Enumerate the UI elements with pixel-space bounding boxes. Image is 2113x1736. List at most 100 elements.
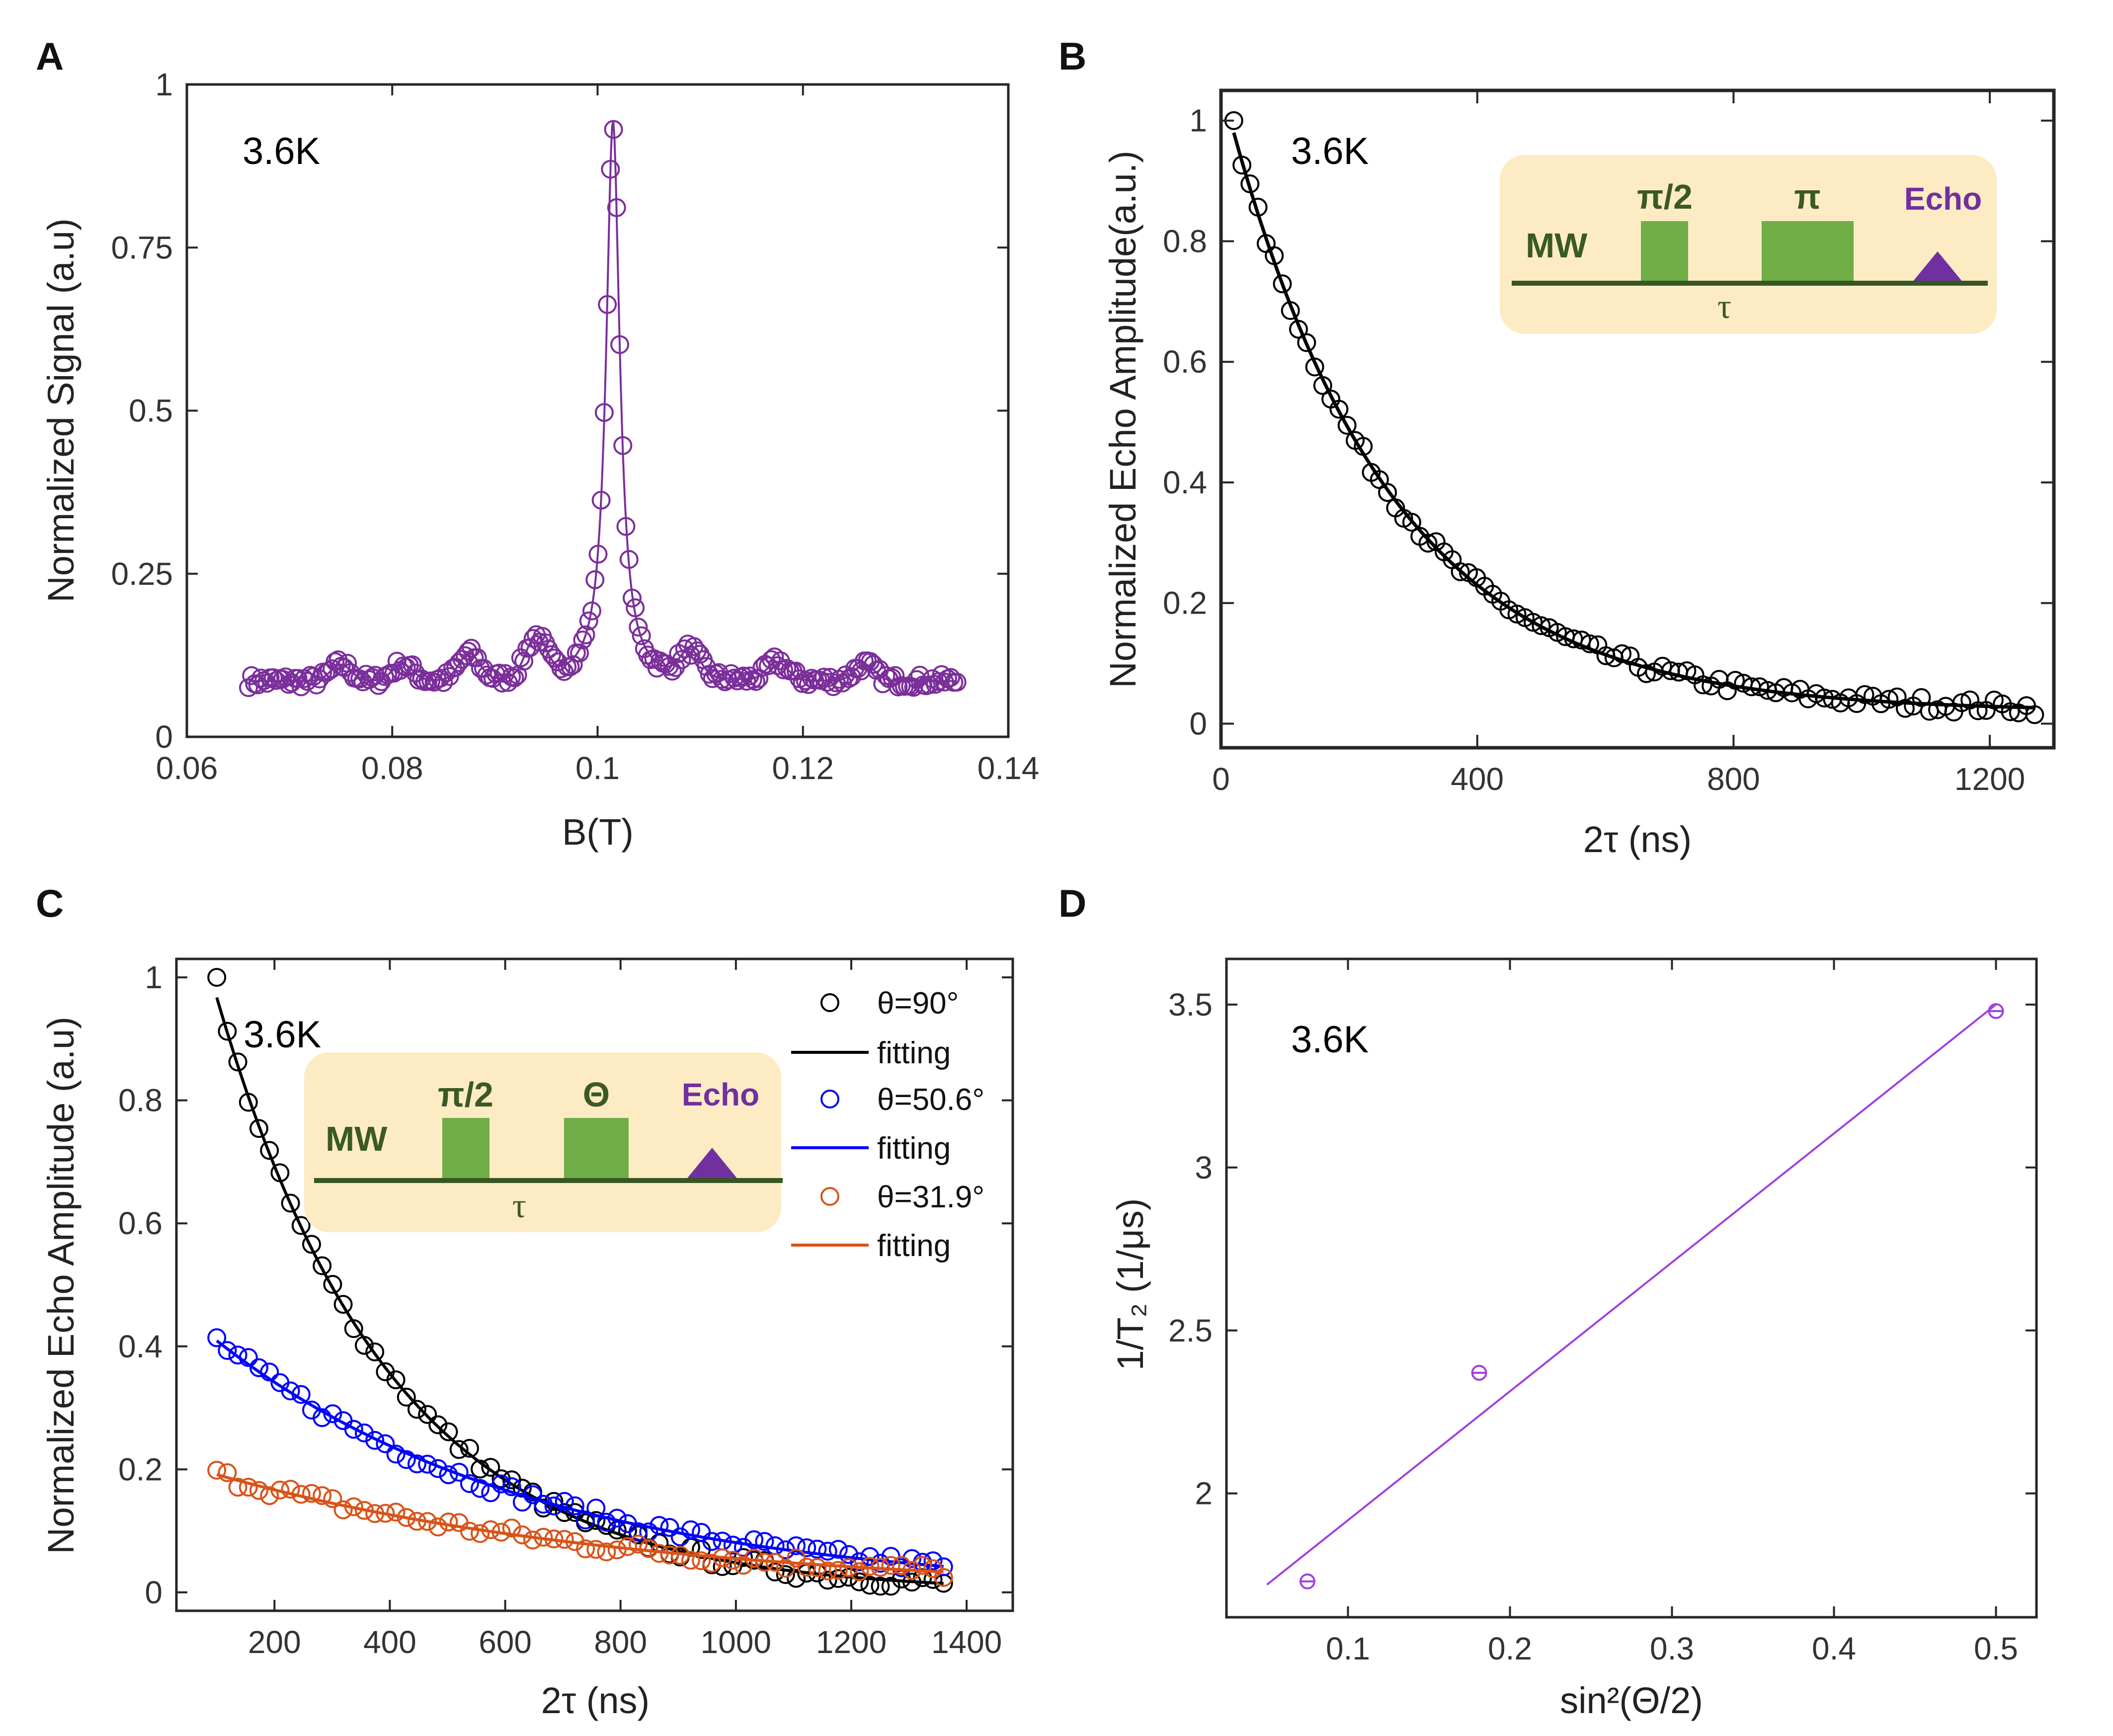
data-point bbox=[765, 1562, 785, 1581]
x-tick-label: 0.14 bbox=[977, 750, 1040, 786]
data-point bbox=[926, 675, 945, 694]
data-point bbox=[597, 1542, 616, 1562]
data-point bbox=[270, 1481, 290, 1499]
panel-a: A 3.6K 0.06 0.08 0.1 0.12 0.1400.250.50.751 … bbox=[36, 34, 1039, 853]
data-point bbox=[239, 1093, 258, 1112]
data-point bbox=[1337, 416, 1357, 435]
data-point bbox=[860, 1557, 880, 1576]
data-point bbox=[481, 1520, 500, 1539]
data-point bbox=[797, 1558, 816, 1577]
legend-label-fitting-orange: fitting bbox=[877, 1229, 951, 1263]
y-tick-label: 1 bbox=[155, 67, 173, 102]
data-point bbox=[610, 335, 630, 354]
data-point bbox=[660, 1545, 679, 1565]
fit-line-c-1 bbox=[216, 1340, 944, 1568]
data-point bbox=[302, 1484, 321, 1503]
data-point bbox=[459, 641, 478, 661]
data-point bbox=[376, 1434, 395, 1453]
data-point bbox=[544, 1497, 564, 1515]
data-point bbox=[449, 1513, 469, 1532]
data-point bbox=[818, 1571, 837, 1590]
data-point bbox=[607, 1508, 627, 1528]
legend-label-fitting-black: fitting bbox=[877, 1036, 951, 1070]
data-point bbox=[618, 1537, 637, 1556]
data-point bbox=[260, 1141, 279, 1160]
data-point bbox=[839, 1545, 858, 1564]
data-point bbox=[588, 545, 608, 564]
echo-triangle-c bbox=[686, 1148, 738, 1180]
data-point bbox=[713, 1548, 732, 1568]
data-point bbox=[313, 1408, 332, 1427]
data-point bbox=[291, 1485, 311, 1504]
data-point bbox=[947, 672, 967, 692]
data-point bbox=[744, 1530, 764, 1549]
data-point bbox=[619, 550, 639, 569]
data-point bbox=[902, 1549, 922, 1568]
data-point bbox=[511, 648, 530, 667]
data-point bbox=[830, 670, 849, 689]
temperature-label-c: 3.6K bbox=[244, 1014, 321, 1056]
plot-frame-c bbox=[175, 957, 1014, 1612]
data-point bbox=[734, 1556, 753, 1575]
data-point bbox=[820, 668, 840, 687]
data-point bbox=[1240, 174, 1260, 193]
data-point bbox=[632, 626, 651, 645]
data-point bbox=[818, 1561, 837, 1580]
data-point bbox=[251, 668, 270, 688]
plot-frame-a bbox=[185, 83, 1010, 738]
data-point bbox=[817, 673, 837, 692]
data-point bbox=[228, 1478, 247, 1497]
data-point bbox=[418, 1454, 437, 1474]
data-point bbox=[1305, 357, 1324, 377]
legend-label-theta50: θ=50.6° bbox=[877, 1083, 984, 1117]
data-point bbox=[564, 655, 583, 674]
data-point bbox=[437, 663, 456, 682]
data-point bbox=[886, 666, 905, 685]
data-point bbox=[670, 1546, 690, 1565]
data-point bbox=[344, 1497, 363, 1516]
data-point bbox=[471, 1524, 490, 1543]
data-point bbox=[818, 1542, 837, 1561]
data-point bbox=[700, 665, 719, 684]
data-point bbox=[534, 1495, 553, 1514]
data-point bbox=[797, 1538, 816, 1558]
data-point bbox=[850, 1552, 869, 1572]
data-point bbox=[808, 1539, 827, 1559]
data-point bbox=[460, 1474, 479, 1493]
legend-marker-black bbox=[820, 993, 839, 1012]
data-point bbox=[744, 1548, 764, 1568]
data-point bbox=[660, 1518, 679, 1537]
data-point bbox=[218, 1463, 237, 1482]
data-point bbox=[207, 1328, 227, 1347]
data-point bbox=[743, 670, 762, 689]
data-point bbox=[260, 1362, 279, 1382]
data-point bbox=[923, 1551, 943, 1571]
data-point bbox=[565, 1496, 584, 1515]
data-point bbox=[512, 1525, 532, 1545]
data-point bbox=[313, 1486, 332, 1505]
data-point bbox=[723, 1535, 742, 1555]
data-point bbox=[440, 667, 459, 686]
data-point bbox=[365, 1431, 385, 1450]
pulse-pi-b bbox=[1762, 221, 1854, 283]
data-point bbox=[418, 1512, 437, 1531]
data-point bbox=[860, 1576, 880, 1595]
data-point bbox=[650, 1544, 669, 1563]
data-point bbox=[555, 1530, 574, 1549]
data-point bbox=[273, 670, 292, 689]
x-tick-label: 1400 bbox=[931, 1624, 1002, 1660]
data-point bbox=[582, 601, 601, 621]
pulse-pi-half-label-c: π/2 bbox=[438, 1075, 493, 1114]
data-point bbox=[428, 1459, 448, 1478]
data-point bbox=[1895, 699, 1915, 718]
data-point bbox=[523, 1530, 543, 1550]
legend-c: θ=90° fitting θ=50.6° fitting θ=31.9° fi… bbox=[791, 986, 984, 1263]
data-point bbox=[491, 1522, 511, 1542]
data-point bbox=[629, 1522, 648, 1541]
data-point bbox=[839, 1558, 858, 1577]
data-point bbox=[670, 1527, 690, 1547]
data-point bbox=[302, 1235, 321, 1254]
data-point bbox=[681, 1551, 700, 1570]
inset-background-b bbox=[1500, 155, 1997, 334]
y-axis-label-c: Normalized Echo Amplitude (a.u) bbox=[40, 1017, 81, 1554]
